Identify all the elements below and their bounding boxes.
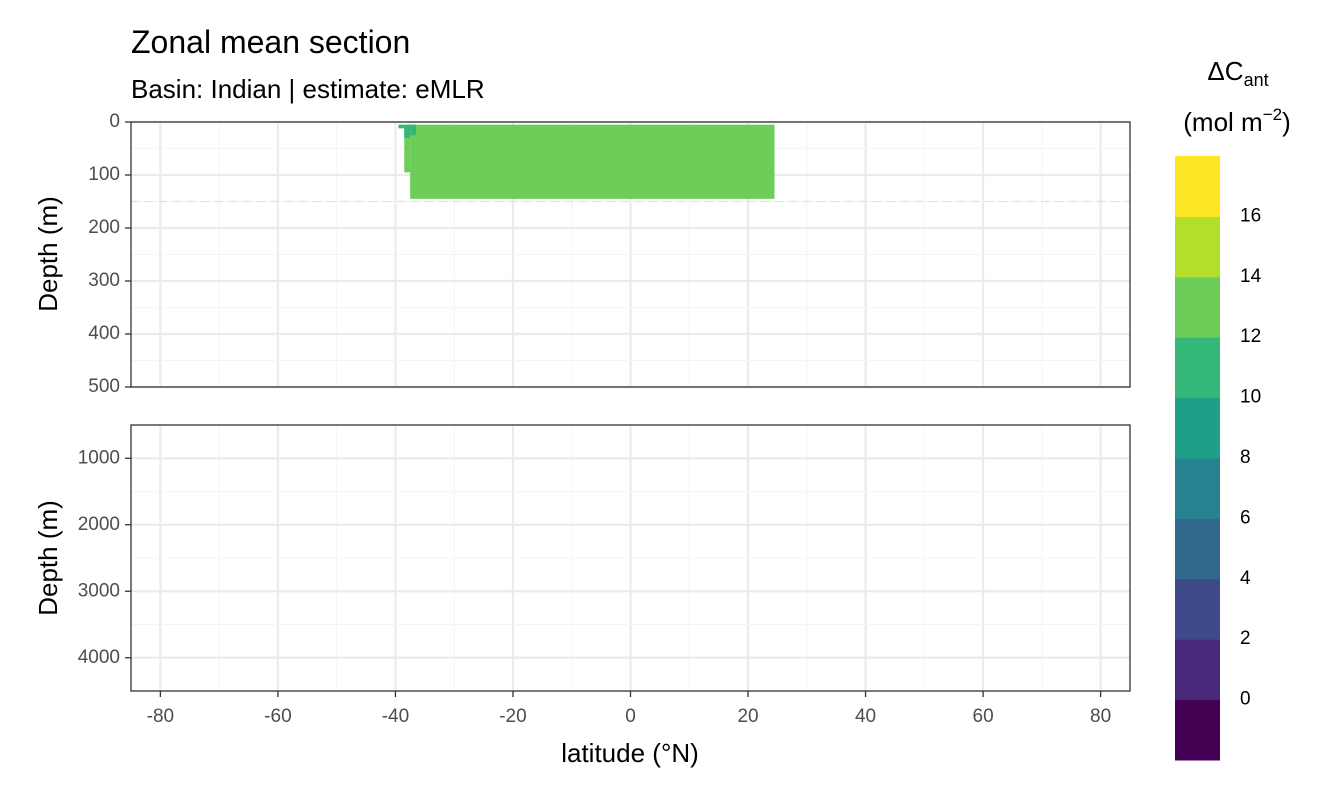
colorbar-bin — [1175, 337, 1220, 399]
y-tick-label: 100 — [88, 164, 120, 185]
y-tick-label: 400 — [88, 323, 120, 344]
legend-title-main: ΔC — [1207, 56, 1243, 86]
x-axis: -80 -60 -40 -20 0 20 40 60 80 — [147, 691, 1111, 727]
chart-title: Zonal mean section — [131, 24, 411, 60]
colorbar-bin — [1175, 397, 1220, 459]
colorbar-tick-label: 12 — [1240, 326, 1261, 347]
colorbar-bin — [1175, 156, 1220, 217]
y-tick-label: 3000 — [78, 580, 120, 601]
colorbar-bin — [1175, 578, 1220, 640]
section-cell — [416, 124, 775, 199]
y-tick-label: 300 — [88, 270, 120, 291]
upper-depth-panel: 0 100 200 300 400 500 Depth (m) — [33, 111, 1131, 397]
legend-title-line1: ΔCant — [1207, 56, 1268, 90]
colorbar-tick-label: 0 — [1240, 689, 1251, 710]
chart-subtitle: Basin: Indian | estimate: eMLR — [131, 74, 485, 104]
colorbar-tick-label: 4 — [1240, 568, 1251, 589]
upper-y-axis: 0 100 200 300 400 500 — [88, 111, 131, 397]
colorbar-tick-label: 16 — [1240, 205, 1261, 226]
colorbar-tick-labels: 16 14 12 10 8 6 4 2 0 — [1240, 205, 1262, 709]
colorbar-tick-label: 14 — [1240, 266, 1262, 287]
section-cell — [410, 124, 417, 199]
colorbar-bin — [1175, 699, 1220, 761]
y-tick-label: 4000 — [78, 647, 120, 668]
section-cell — [410, 124, 417, 136]
x-tick-label: -80 — [147, 706, 174, 727]
colorbar-bins — [1175, 156, 1220, 761]
colorbar-bin — [1175, 518, 1220, 580]
y-tick-label: 200 — [88, 217, 120, 238]
colorbar-tick-label: 8 — [1240, 447, 1251, 468]
x-tick-label: 80 — [1090, 706, 1111, 727]
upper-y-axis-title: Depth (m) — [33, 196, 63, 312]
lower-y-axis-title: Depth (m) — [33, 500, 63, 616]
colorbar-legend: ΔCant (mol m−2) 16 14 12 10 8 6 4 2 0 — [1175, 56, 1291, 761]
colorbar-bin — [1175, 458, 1220, 519]
upper-panel-cells — [398, 124, 775, 199]
x-tick-label: 20 — [737, 706, 758, 727]
section-cell — [404, 124, 411, 173]
colorbar-bin — [1175, 216, 1220, 278]
section-cell — [404, 124, 411, 138]
colorbar-tick-label: 6 — [1240, 507, 1251, 528]
y-tick-label: 2000 — [78, 514, 120, 535]
x-tick-label: 40 — [855, 706, 876, 727]
y-tick-label: 1000 — [78, 447, 120, 468]
x-tick-label: -40 — [382, 706, 409, 727]
legend-title-line2: (mol m−2) — [1183, 105, 1291, 137]
x-tick-label: 60 — [973, 706, 994, 727]
lower-y-axis: 1000 2000 3000 4000 — [78, 447, 131, 668]
y-tick-label: 500 — [88, 376, 120, 397]
x-axis-title: latitude (°N) — [561, 738, 699, 768]
colorbar-tick-label: 10 — [1240, 387, 1261, 408]
x-tick-label: 0 — [625, 706, 636, 727]
x-tick-label: -60 — [264, 706, 291, 727]
legend-title-sub: ant — [1244, 70, 1269, 90]
section-cell — [398, 124, 405, 129]
legend-title-unit-prefix: (mol m — [1183, 107, 1262, 137]
y-tick-label: 0 — [109, 111, 120, 132]
legend-title-unit-suffix: ) — [1282, 107, 1291, 137]
colorbar-tick-label: 2 — [1240, 628, 1251, 649]
lower-panel-grid — [131, 424, 1130, 692]
legend-title-unit-exp: −2 — [1263, 105, 1282, 124]
x-tick-label: -20 — [499, 706, 526, 727]
colorbar-bin — [1175, 276, 1220, 338]
lower-depth-panel: 1000 2000 3000 4000 Depth (m) — [33, 424, 1131, 692]
colorbar-bin — [1175, 639, 1220, 701]
